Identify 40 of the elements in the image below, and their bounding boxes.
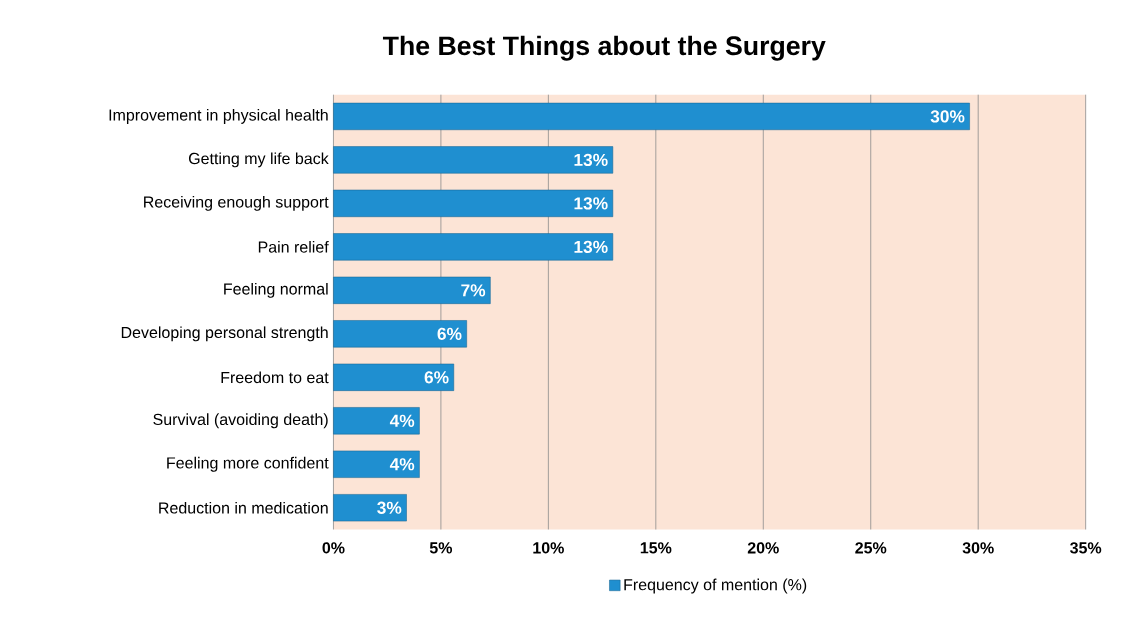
x-tick-label: 20% bbox=[747, 542, 779, 554]
y-tick-label: Feeling more confident bbox=[167, 456, 329, 472]
bar bbox=[333, 102, 970, 131]
bar bbox=[333, 189, 614, 218]
bar bbox=[333, 450, 420, 478]
x-tick-label: 35% bbox=[1070, 542, 1102, 554]
bar bbox=[333, 276, 491, 305]
bar bbox=[333, 494, 407, 522]
y-tick-label: Reduction in medication bbox=[159, 501, 328, 514]
chart-title: The Best Things about the Surgery bbox=[382, 35, 826, 61]
data-label: 30% bbox=[930, 110, 965, 123]
data-label: 6% bbox=[424, 371, 449, 384]
y-tick-label: Freedom to eat bbox=[221, 371, 329, 384]
y-tick-label: Developing personal strength bbox=[121, 326, 328, 342]
data-label: 13% bbox=[574, 197, 608, 210]
data-label: 3% bbox=[377, 501, 402, 514]
y-tick-label: Improvement in physical health bbox=[109, 109, 328, 124]
bar bbox=[333, 407, 420, 435]
data-label: 4% bbox=[389, 414, 415, 427]
data-label: 13% bbox=[574, 153, 608, 167]
bar bbox=[333, 320, 467, 348]
data-label: 7% bbox=[461, 284, 486, 297]
x-tick-label: 30% bbox=[962, 542, 994, 554]
bar bbox=[333, 363, 455, 391]
data-label: 13% bbox=[574, 240, 608, 254]
y-tick-label: Getting my life back bbox=[188, 152, 329, 168]
y-tick-label: Receiving enough support bbox=[144, 196, 329, 211]
bar bbox=[333, 146, 614, 174]
bar bbox=[333, 233, 614, 261]
data-label: 6% bbox=[437, 327, 462, 341]
y-tick-label: Pain relief bbox=[258, 241, 329, 253]
x-tick-label: 25% bbox=[855, 542, 887, 554]
x-tick-label: 0% bbox=[322, 542, 345, 554]
x-tick-label: 15% bbox=[640, 542, 672, 554]
y-tick-label: Feeling normal bbox=[224, 282, 328, 298]
legend-label: Frequency of mention (%) bbox=[624, 578, 807, 594]
x-tick-label: 10% bbox=[533, 542, 564, 554]
data-label: 4% bbox=[389, 458, 415, 471]
y-tick-label: Survival (avoiding death) bbox=[153, 413, 328, 429]
x-tick-label: 5% bbox=[429, 542, 453, 554]
